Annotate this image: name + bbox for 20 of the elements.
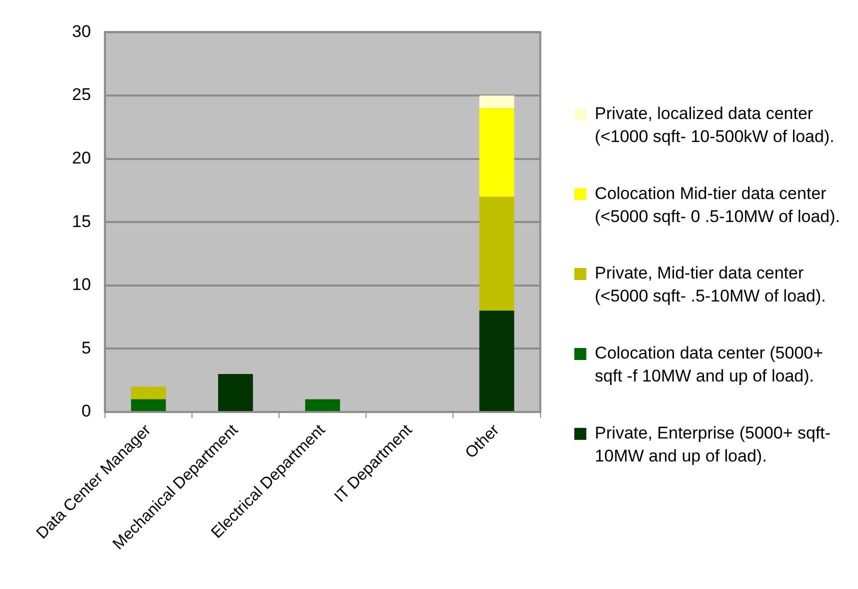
y-tick-label: 25 bbox=[72, 85, 91, 104]
bar bbox=[479, 95, 514, 108]
legend-label: Private, Enterprise (5000+ sqft- 10MW and up of load). bbox=[594, 424, 831, 466]
bar bbox=[131, 386, 166, 400]
bar bbox=[479, 196, 514, 311]
legend-label: Private, Mid-tier data center (<5000 sqft- .5-10MW of load). bbox=[594, 264, 826, 306]
y-tick-label: 0 bbox=[81, 402, 91, 421]
y-tick-label: 30 bbox=[72, 22, 91, 41]
y-tick-label: 20 bbox=[72, 148, 91, 168]
y-tick-label: 5 bbox=[81, 338, 91, 358]
legend-label: Private, localized data center (<1000 sqft- 10-500kW of load). bbox=[594, 104, 834, 146]
bar bbox=[218, 374, 253, 411]
bar bbox=[131, 399, 166, 411]
bar bbox=[479, 108, 514, 197]
legend-label: Colocation data center (5000+ sqft -f 10MW and up of load). bbox=[594, 344, 824, 386]
bar bbox=[479, 310, 514, 411]
legend-label: Colocation Mid-tier data center (<5000 sqft- 0 .5-10MW of load). bbox=[594, 184, 840, 226]
bar bbox=[305, 399, 340, 411]
y-tick-label: 15 bbox=[72, 212, 91, 231]
y-tick-label: 10 bbox=[72, 275, 91, 294]
